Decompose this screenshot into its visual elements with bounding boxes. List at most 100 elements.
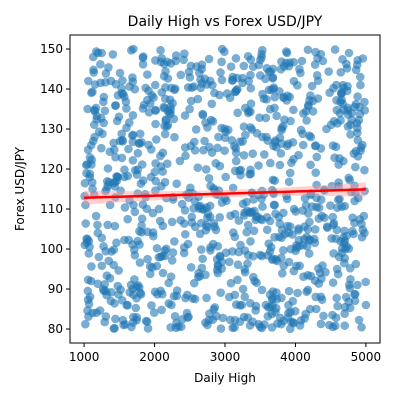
y-tick-label: 140: [40, 82, 63, 96]
data-point: [151, 119, 160, 129]
data-point: [114, 112, 124, 122]
data-point: [284, 177, 294, 187]
data-point: [159, 59, 169, 69]
data-point: [190, 294, 200, 304]
data-point: [361, 300, 371, 310]
data-point: [330, 153, 339, 163]
data-point: [346, 120, 355, 129]
data-point: [93, 279, 103, 289]
data-point: [275, 87, 284, 96]
data-point: [238, 137, 247, 146]
data-point: [103, 164, 113, 173]
data-point: [172, 179, 181, 188]
data-point: [334, 160, 343, 169]
data-point: [246, 99, 256, 109]
data-point: [231, 300, 241, 309]
data-point: [293, 288, 302, 298]
data-point: [221, 172, 230, 182]
data-point: [167, 256, 177, 265]
data-point: [88, 136, 98, 146]
data-point: [351, 65, 361, 75]
data-point: [309, 234, 319, 244]
data-point: [143, 95, 152, 105]
data-point: [160, 121, 169, 131]
data-point: [135, 129, 145, 139]
data-point: [279, 208, 288, 218]
data-point: [279, 246, 288, 255]
data-point: [220, 146, 229, 156]
data-point: [118, 76, 127, 85]
data-point: [204, 142, 214, 152]
x-tick-label: 3000: [210, 350, 241, 364]
data-point: [130, 207, 140, 217]
data-point: [360, 165, 369, 175]
data-point: [314, 279, 324, 288]
data-point: [195, 201, 205, 211]
data-point: [89, 65, 98, 75]
data-point: [118, 137, 127, 146]
data-point: [228, 183, 238, 193]
data-point: [170, 312, 180, 321]
y-tick-label: 110: [40, 202, 63, 216]
data-point: [357, 232, 367, 242]
data-point: [186, 61, 196, 71]
data-point: [120, 165, 129, 174]
data-point: [93, 228, 103, 238]
data-point: [306, 91, 315, 100]
data-point: [328, 322, 338, 332]
data-point: [202, 293, 211, 303]
data-point: [289, 76, 299, 86]
data-point: [117, 153, 127, 163]
data-point: [321, 267, 330, 277]
data-point: [132, 315, 141, 325]
data-point: [295, 261, 305, 271]
data-point: [319, 311, 328, 321]
data-point: [128, 130, 138, 140]
data-point: [251, 306, 260, 315]
data-point: [249, 226, 259, 236]
data-point: [164, 299, 174, 308]
data-point: [231, 156, 241, 166]
data-point: [276, 149, 286, 158]
data-point: [314, 264, 323, 273]
data-point: [230, 209, 240, 219]
data-point: [125, 82, 134, 91]
x-tick-label: 5000: [351, 350, 382, 364]
data-point: [331, 313, 341, 323]
data-point: [298, 240, 308, 250]
data-point: [245, 207, 254, 217]
data-point: [311, 168, 321, 177]
data-point: [302, 116, 311, 125]
data-point: [137, 221, 146, 231]
data-point: [175, 156, 185, 166]
data-point: [183, 239, 193, 249]
data-point: [91, 211, 101, 221]
data-point: [323, 223, 332, 233]
data-point: [233, 260, 243, 269]
data-point: [316, 195, 326, 204]
data-point: [204, 54, 214, 64]
data-point: [87, 262, 96, 271]
data-point: [149, 308, 159, 318]
data-point: [346, 275, 355, 284]
data-point: [312, 202, 321, 212]
data-point: [158, 268, 168, 278]
data-point: [306, 271, 316, 281]
data-point: [232, 73, 242, 83]
data-point: [105, 147, 115, 157]
data-point: [336, 68, 346, 77]
data-point: [135, 258, 145, 267]
data-point: [97, 143, 106, 153]
data-point: [168, 248, 178, 257]
data-point: [103, 220, 113, 230]
data-point: [189, 82, 199, 91]
y-tick-label: 90: [48, 282, 63, 296]
data-point: [167, 217, 177, 227]
data-point: [261, 74, 270, 84]
scatter-points: [80, 44, 371, 334]
data-point: [333, 301, 342, 311]
data-point: [228, 323, 237, 333]
data-point: [154, 204, 164, 214]
data-point: [200, 136, 209, 146]
